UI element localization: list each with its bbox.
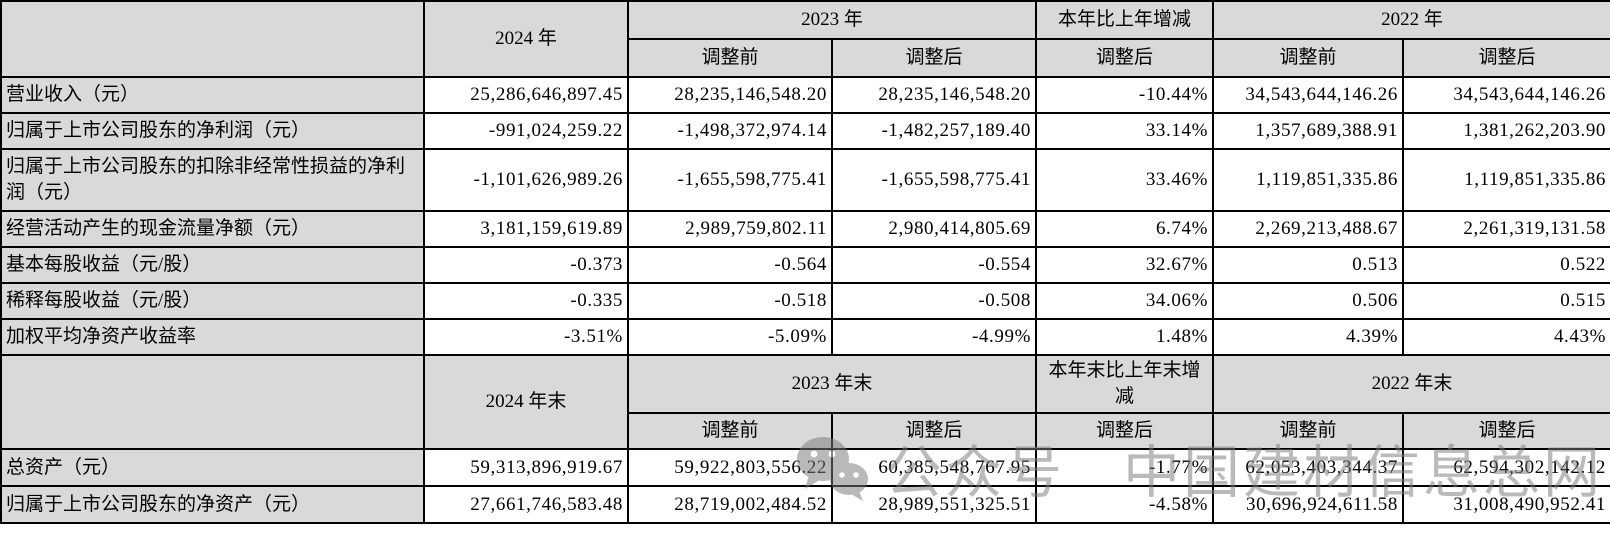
cell-2023-before: -1,655,598,775.41 [627,148,833,212]
subheader-change-after: 调整后 [1035,38,1215,78]
cell-2022-before: 1,357,689,388.91 [1212,112,1405,150]
cell-2022-before: 1,119,851,335.86 [1212,148,1405,212]
subheader-2023-eoy-before: 调整前 [627,412,833,450]
row-label: 营业收入（元） [0,76,425,114]
header-eoy-change-group: 本年末比上年末增减 [1035,354,1215,414]
cell-2023-before: -1,498,372,974.14 [627,112,833,150]
header-2024-eoy: 2024 年末 [423,354,629,450]
cell-2024: 27,661,746,583.48 [423,485,629,524]
table-row: 归属于上市公司股东的扣除非经常性损益的净利润（元） -1,101,626,989… [0,148,1610,212]
cell-2024: -1,101,626,989.26 [423,148,629,212]
cell-2024: -0.373 [423,246,629,284]
cell-2024: -0.335 [423,282,629,320]
corner-header-cell [0,0,425,78]
table-row: 经营活动产生的现金流量净额（元） 3,181,159,619.89 2,989,… [0,210,1610,248]
cell-2023-after: 28,235,146,548.20 [830,76,1038,114]
cell-2022-after: 1,119,851,335.86 [1402,148,1610,212]
cell-2022-after: 1,381,262,203.90 [1402,112,1610,150]
row-label: 总资产（元） [0,448,425,487]
cell-2023-after: -4.99% [830,318,1038,356]
table-row: 加权平均净资产收益率 -3.51% -5.09% -4.99% 1.48% 4.… [0,318,1610,356]
subheader-2022-after: 调整后 [1402,38,1610,78]
cell-2022-after: 34,543,644,146.26 [1402,76,1610,114]
cell-change: 6.74% [1035,210,1215,248]
cell-change: 1.48% [1035,318,1215,356]
row-label: 经营活动产生的现金流量净额（元） [0,210,425,248]
row-label: 加权平均净资产收益率 [0,318,425,356]
cell-2023-after: -1,482,257,189.40 [830,112,1038,150]
cell-change: 34.06% [1035,282,1215,320]
cell-2023-after: 28,989,551,325.51 [830,485,1038,524]
financial-summary-table: 2024 年 2023 年 本年比上年增减 2022 年 调整前 调整后 调整后… [0,0,1610,524]
subheader-2023-after: 调整后 [830,38,1038,78]
row-label: 基本每股收益（元/股） [0,246,425,284]
cell-2022-after: 31,008,490,952.41 [1402,485,1610,524]
header-2022-group: 2022 年 [1212,0,1610,40]
header-yoy-change-group: 本年比上年增减 [1035,0,1215,40]
cell-2022-before: 4.39% [1212,318,1405,356]
table-row: 总资产（元） 59,313,896,919.67 59,922,803,556.… [0,448,1610,487]
cell-2022-before: 0.506 [1212,282,1405,320]
cell-change: -10.44% [1035,76,1215,114]
cell-2023-before: -5.09% [627,318,833,356]
row-label: 归属于上市公司股东的净利润（元） [0,112,425,150]
cell-2022-after: 2,261,319,131.58 [1402,210,1610,248]
cell-2024: 59,313,896,919.67 [423,448,629,487]
cell-2023-before: -0.518 [627,282,833,320]
subheader-2022-eoy-before: 调整前 [1212,412,1405,450]
cell-2022-after: 0.522 [1402,246,1610,284]
subheader-2023-eoy-after: 调整后 [830,412,1038,450]
cell-2023-before: 2,989,759,802.11 [627,210,833,248]
cell-2023-before: -0.564 [627,246,833,284]
cell-change: 32.67% [1035,246,1215,284]
cell-change: 33.46% [1035,148,1215,212]
subheader-2022-before: 调整前 [1212,38,1405,78]
cell-change: -1.77% [1035,448,1215,487]
cell-2023-before: 28,719,002,484.52 [627,485,833,524]
subheader-2023-before: 调整前 [627,38,833,78]
cell-2022-after: 62,594,302,142.12 [1402,448,1610,487]
table-row: 稀释每股收益（元/股） -0.335 -0.518 -0.508 34.06% … [0,282,1610,320]
cell-2024: -3.51% [423,318,629,356]
cell-2022-before: 2,269,213,488.67 [1212,210,1405,248]
header-2024: 2024 年 [423,0,629,78]
cell-change: -4.58% [1035,485,1215,524]
subheader-2022-eoy-after: 调整后 [1402,412,1610,450]
table-row: 基本每股收益（元/股） -0.373 -0.564 -0.554 32.67% … [0,246,1610,284]
cell-2023-before: 59,922,803,556.22 [627,448,833,487]
row-label: 稀释每股收益（元/股） [0,282,425,320]
cell-2023-after: -0.554 [830,246,1038,284]
cell-2022-before: 34,543,644,146.26 [1212,76,1405,114]
cell-2024: 3,181,159,619.89 [423,210,629,248]
header-2023-eoy-group: 2023 年末 [626,354,1038,414]
header-2022-eoy-group: 2022 年末 [1212,354,1610,414]
cell-2023-after: -0.508 [830,282,1038,320]
cell-2024: 25,286,646,897.45 [423,76,629,114]
table-row: 归属于上市公司股东的净资产（元） 27,661,746,583.48 28,71… [0,485,1610,524]
corner-header-cell-eoy [0,354,425,450]
subheader-eoy-change-after: 调整后 [1035,412,1215,450]
cell-2022-after: 4.43% [1402,318,1610,356]
table-row: 营业收入（元） 25,286,646,897.45 28,235,146,548… [0,76,1610,114]
cell-2023-after: -1,655,598,775.41 [830,148,1038,212]
cell-2024: -991,024,259.22 [423,112,629,150]
cell-2022-before: 62,053,403,344.37 [1212,448,1405,487]
row-label: 归属于上市公司股东的扣除非经常性损益的净利润（元） [0,148,425,212]
header-2023-group: 2023 年 [626,0,1038,40]
table-row: 归属于上市公司股东的净利润（元） -991,024,259.22 -1,498,… [0,112,1610,150]
row-label: 归属于上市公司股东的净资产（元） [0,485,425,524]
cell-2022-before: 30,696,924,611.58 [1212,485,1405,524]
cell-2023-after: 2,980,414,805.69 [830,210,1038,248]
cell-2022-after: 0.515 [1402,282,1610,320]
cell-2022-before: 0.513 [1212,246,1405,284]
cell-change: 33.14% [1035,112,1215,150]
cell-2023-after: 60,385,548,767.95 [830,448,1038,487]
cell-2023-before: 28,235,146,548.20 [627,76,833,114]
